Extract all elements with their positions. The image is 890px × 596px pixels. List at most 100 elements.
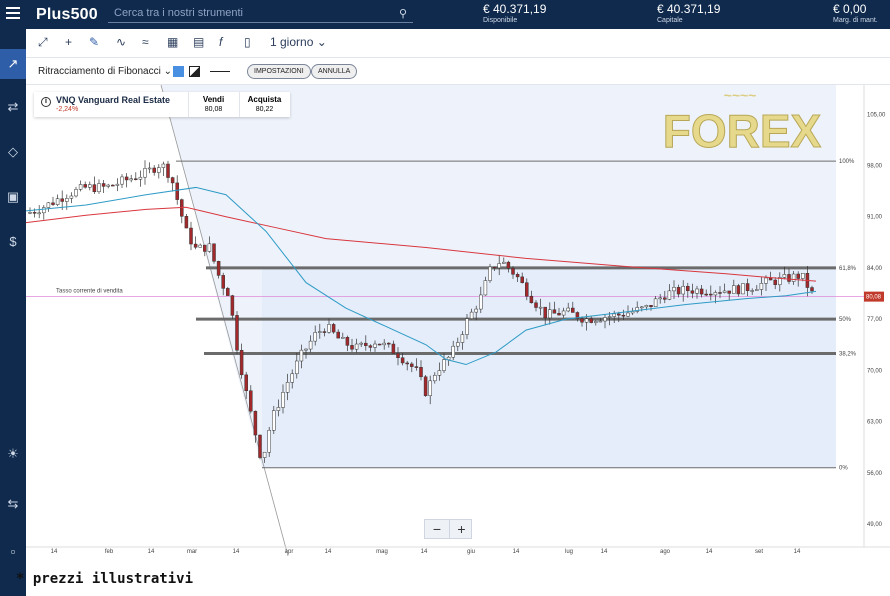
candle — [249, 390, 253, 412]
chart-canvas[interactable]: 100% 61,8% 50% 38,2% 0% 105,00 98,00 91,00 84,00… — [26, 85, 890, 556]
candle — [626, 312, 630, 317]
search-input[interactable]: Cerca tra i nostri strumenti ⚲ — [108, 4, 413, 23]
x-tick-label: mag — [376, 549, 388, 555]
candle — [663, 297, 667, 300]
candle — [318, 331, 322, 333]
candle — [166, 163, 170, 178]
candle — [276, 407, 281, 411]
sell-button[interactable]: Vendi 80,08 — [188, 92, 238, 117]
candle — [396, 353, 400, 358]
candle — [525, 282, 529, 297]
x-tick-label: apr — [285, 549, 294, 555]
candle — [193, 243, 198, 248]
candle — [299, 349, 304, 362]
candle — [327, 324, 331, 333]
candle — [529, 295, 534, 304]
candle — [727, 290, 731, 294]
fib-level-label: 0% — [839, 466, 848, 472]
swap-icon[interactable]: ⇄ — [7, 99, 19, 114]
current-price-tag — [864, 291, 884, 302]
candle — [479, 294, 483, 310]
zoom-in-button[interactable]: + — [449, 520, 473, 538]
indicator-icon[interactable]: ∿ — [116, 35, 127, 49]
save-icon[interactable]: ▤ — [193, 35, 205, 49]
candle — [589, 318, 593, 323]
briefcase-icon[interactable]: ▣ — [6, 189, 20, 204]
candle — [387, 342, 391, 345]
candle — [216, 261, 221, 276]
zoom-out-button[interactable]: − — [432, 521, 442, 537]
timeframe-select[interactable]: 1 giorno ⌄ — [270, 35, 327, 49]
candle — [414, 366, 419, 368]
fib-level-label: 100% — [839, 159, 855, 165]
line-color-swatch[interactable] — [189, 66, 200, 77]
draw-icon[interactable]: ✎ — [89, 35, 100, 49]
candle — [653, 298, 658, 307]
candle — [538, 306, 543, 309]
price-chart[interactable]: 100% 61,8% 50% 38,2% 0% 105,00 98,00 91,00 84,00… — [26, 85, 890, 556]
candle — [313, 332, 317, 342]
dollar-icon[interactable]: $ — [9, 234, 17, 249]
candle — [377, 343, 382, 346]
theme-toggle-icon[interactable]: ☀ — [7, 446, 19, 461]
settings-button[interactable]: IMPOSTAZIONI — [247, 64, 311, 79]
candle — [488, 266, 492, 281]
candle — [97, 183, 101, 193]
candle — [189, 227, 193, 245]
candle — [198, 244, 202, 248]
candle — [745, 283, 750, 292]
stat-label: Disponibile — [483, 17, 518, 24]
chat-icon[interactable]: ▫ — [10, 544, 16, 559]
refresh-icon[interactable]: ⇆ — [7, 496, 19, 511]
candle — [681, 285, 685, 295]
candle — [598, 320, 603, 323]
chart-trend-icon[interactable]: ↗ — [0, 49, 26, 79]
crosshair-icon[interactable]: + — [65, 35, 73, 49]
candle — [74, 189, 78, 197]
candle — [235, 315, 239, 351]
hamburger-menu-icon[interactable] — [6, 7, 20, 19]
function-icon[interactable]: f — [219, 35, 223, 49]
candle — [101, 183, 106, 187]
candle — [281, 392, 285, 408]
candle — [676, 287, 681, 295]
candle — [92, 184, 97, 193]
candle — [69, 195, 74, 199]
candle — [295, 360, 299, 375]
candle — [78, 184, 83, 190]
quote-widget: i VNQ Vanguard Real Estate -2,24% Vendi … — [34, 92, 290, 117]
cancel-button[interactable]: ANNULLA — [311, 64, 358, 79]
stat-label: Marg. di mant. — [833, 17, 878, 24]
candle — [713, 292, 718, 296]
candle — [474, 308, 478, 313]
trend-icon[interactable]: ≈ — [142, 35, 149, 49]
candle — [791, 273, 796, 282]
candle — [690, 290, 695, 294]
candle — [157, 167, 161, 173]
search-icon[interactable]: ⚲ — [398, 8, 407, 20]
candle — [768, 277, 773, 281]
buy-button[interactable]: Acquista 80,22 — [239, 92, 289, 117]
candle-type-icon[interactable]: ▯ — [244, 35, 251, 49]
fullscreen-icon[interactable]: ⤢ — [38, 35, 48, 49]
candle — [423, 376, 428, 396]
info-icon[interactable]: i — [41, 97, 51, 107]
candle — [534, 302, 538, 308]
candle — [267, 430, 271, 453]
candle — [111, 184, 115, 187]
candle — [239, 349, 244, 376]
layout-icon[interactable]: ▦ — [167, 35, 179, 49]
line-style-select[interactable] — [210, 71, 230, 72]
fib-level-label: 61,8% — [839, 266, 857, 272]
tag-icon[interactable]: ◇ — [8, 144, 18, 159]
candle — [272, 410, 276, 431]
footnote: * prezzi illustrativi — [16, 571, 194, 587]
forex-watermark: ~~~~ FOREX — [650, 85, 830, 158]
fill-color-swatch[interactable] — [173, 66, 184, 77]
candle — [170, 177, 175, 184]
candle — [161, 163, 166, 168]
app-logo[interactable]: Plus500 — [36, 6, 98, 23]
candle — [428, 380, 432, 396]
drawing-tool-select[interactable]: Ritracciamento di Fibonacci ⌄ — [38, 66, 172, 77]
candle — [709, 293, 713, 296]
